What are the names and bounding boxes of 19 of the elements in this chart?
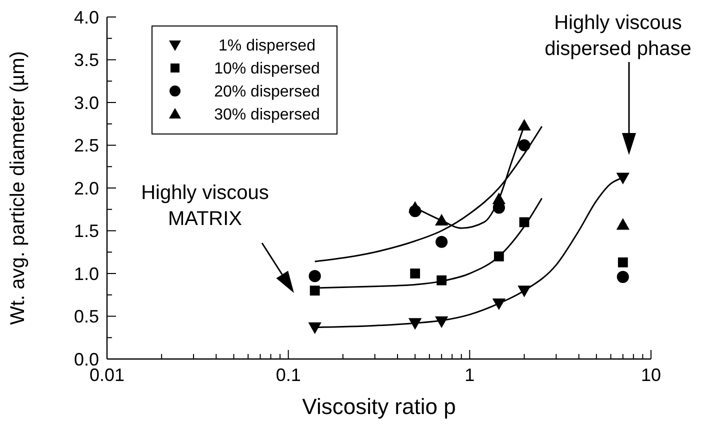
y-tick-label: 3.0 [74, 92, 99, 113]
x-tick-label: 1 [464, 365, 475, 385]
legend-label: 30% dispersed [214, 106, 320, 124]
y-tick-label: 2.0 [74, 178, 99, 198]
x-tick-label: 10 [640, 365, 662, 385]
y-axis-title: Wt. avg. particle diameter (µm) [7, 51, 29, 325]
annotation: Highly viscous MATRIX [141, 182, 269, 230]
y-tick-label: 2.5 [74, 136, 99, 156]
y-tick-label: 1.0 [74, 264, 99, 284]
y-tick-label: 4.0 [74, 7, 99, 28]
annotation: Highly viscous dispersed phase [544, 12, 692, 60]
y-tick-label: 1.5 [74, 221, 99, 242]
x-tick-label: 0.1 [276, 365, 301, 385]
x-axis-title: Viscosity ratio p [302, 394, 456, 419]
y-tick-label: 3.5 [74, 50, 99, 70]
legend-label: 10% dispersed [214, 60, 320, 78]
y-tick-label: 0.5 [74, 306, 99, 327]
legend-label: 20% dispersed [214, 84, 320, 101]
legend-label: 1% dispersed [218, 38, 316, 55]
